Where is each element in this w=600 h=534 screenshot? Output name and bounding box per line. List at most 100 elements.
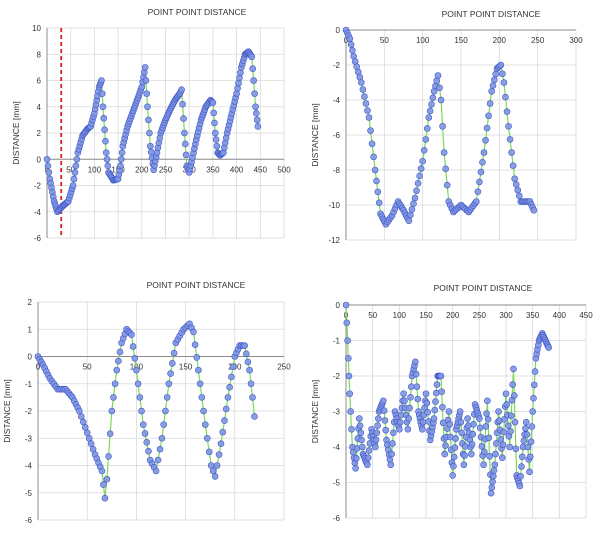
- x-tick-label: 100: [393, 311, 407, 320]
- data-point: [361, 93, 368, 100]
- data-point: [530, 381, 538, 389]
- chart-plot-area: -6-5-4-3-2-100 50 100 150 200 250 300 350 400 450…: [310, 301, 593, 523]
- data-point: [201, 421, 209, 428]
- y-axis-label: DISTANCE [mm]: [310, 103, 320, 167]
- data-point: [73, 155, 81, 163]
- data-point: [143, 439, 151, 446]
- data-point: [527, 438, 535, 445]
- data-point: [477, 168, 485, 176]
- x-tick-label: 400: [553, 311, 567, 320]
- data-point: [423, 125, 431, 132]
- data-point: [108, 407, 116, 415]
- data-point: [443, 181, 451, 189]
- data-point: [438, 388, 445, 395]
- data-point: [147, 148, 155, 156]
- data-point: [439, 419, 447, 427]
- data-point: [503, 108, 511, 115]
- data-point: [509, 381, 517, 388]
- x-tick-label: 150: [419, 311, 433, 320]
- data-point: [375, 415, 382, 422]
- data-point: [460, 461, 468, 469]
- data-point: [528, 423, 536, 430]
- data-point: [357, 429, 365, 437]
- data-point: [215, 451, 223, 458]
- data-point: [358, 436, 365, 444]
- data-point: [530, 394, 537, 402]
- data-point: [461, 452, 468, 459]
- data-point: [490, 467, 498, 474]
- x-tick-label: 350: [206, 165, 220, 174]
- data-point: [89, 445, 97, 453]
- data-point: [499, 441, 507, 449]
- chart-title: POINT POINT DISTANCE: [147, 7, 247, 17]
- data-point: [373, 177, 380, 185]
- data-point: [488, 87, 495, 95]
- data-point: [502, 390, 510, 398]
- data-point: [468, 440, 476, 448]
- data-point: [250, 77, 257, 84]
- data-point: [439, 403, 446, 411]
- y-tick-label: 2: [37, 129, 42, 138]
- data-point: [413, 187, 420, 194]
- data-point: [423, 399, 431, 407]
- data-point: [498, 454, 506, 461]
- data-point: [138, 407, 145, 415]
- data-point: [457, 418, 465, 426]
- data-point: [365, 114, 373, 121]
- data-point: [353, 455, 360, 462]
- data-point: [154, 456, 162, 464]
- y-tick-label: -12: [328, 236, 340, 245]
- data-point: [110, 394, 117, 401]
- data-point: [345, 372, 353, 380]
- data-point: [412, 358, 419, 366]
- data-point: [381, 417, 389, 424]
- data-point: [195, 366, 202, 374]
- data-point: [419, 157, 426, 165]
- data-point: [413, 383, 421, 390]
- x-tick-label: 50: [66, 165, 75, 174]
- data-point: [380, 407, 388, 414]
- data-point: [478, 442, 486, 450]
- data-point: [179, 100, 186, 108]
- data-point: [417, 165, 425, 172]
- y-tick-label: -2: [25, 407, 33, 416]
- data-point: [217, 440, 225, 447]
- data-point: [503, 401, 511, 408]
- data-point: [228, 373, 235, 381]
- data-point: [420, 147, 428, 154]
- data-point: [526, 468, 533, 476]
- data-point: [517, 472, 524, 480]
- data-point: [490, 472, 497, 480]
- data-point: [487, 489, 495, 497]
- data-point: [522, 418, 530, 426]
- data-point: [512, 445, 520, 453]
- data-point: [411, 194, 419, 202]
- x-tick-label: 200: [135, 165, 149, 174]
- data-point: [190, 328, 197, 336]
- data-point: [103, 155, 111, 163]
- data-point: [374, 188, 382, 196]
- data-point: [182, 151, 190, 159]
- data-point: [249, 394, 256, 401]
- data-point: [343, 319, 351, 327]
- data-point: [491, 76, 498, 84]
- data-point: [211, 473, 219, 480]
- data-point: [213, 462, 221, 469]
- data-point: [390, 429, 397, 437]
- y-axis-label: DISTANCE [mm]: [2, 379, 12, 443]
- data-point: [131, 355, 139, 362]
- data-point: [113, 366, 121, 374]
- data-point: [424, 408, 432, 416]
- data-point: [483, 124, 491, 132]
- data-point: [430, 415, 438, 422]
- data-point: [158, 434, 166, 442]
- data-point: [512, 181, 520, 188]
- data-point: [43, 155, 51, 163]
- data-point: [87, 440, 95, 447]
- data-point: [419, 418, 427, 426]
- data-point: [169, 360, 176, 367]
- data-point: [488, 484, 496, 491]
- data-point: [141, 64, 149, 71]
- data-point: [509, 162, 517, 169]
- data-point: [71, 169, 79, 176]
